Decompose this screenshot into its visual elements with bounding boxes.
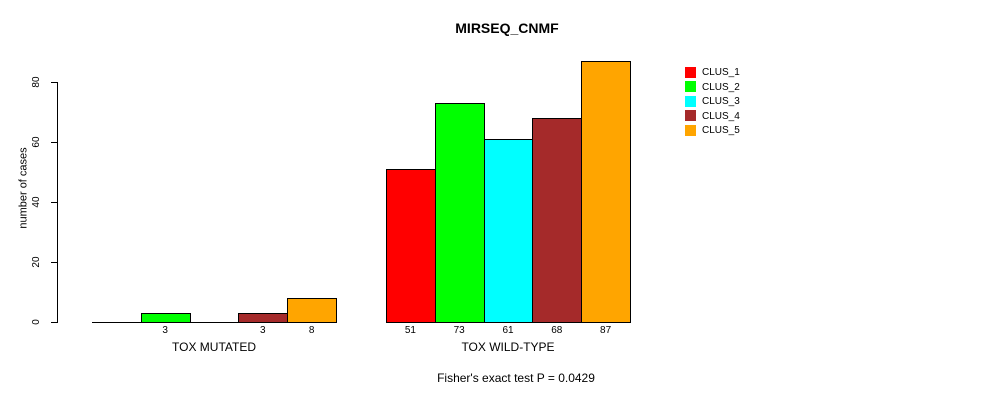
group-label-tox-wild-type: TOX WILD-TYPE — [461, 340, 555, 354]
y-tick-label: 20 — [31, 256, 42, 268]
y-tick-label: 60 — [31, 136, 42, 148]
bar-value-label: 3 — [260, 325, 266, 336]
legend-swatch-clus-2 — [685, 81, 696, 92]
bar-value-label: 51 — [404, 325, 416, 336]
legend-label-clus-5: CLUS_5 — [702, 125, 740, 136]
chart-title: MIRSEQ_CNMF — [455, 20, 559, 36]
bar-tox-mutated-clus-4 — [238, 313, 288, 323]
y-tick-label: 40 — [31, 196, 42, 208]
bar-value-label: 73 — [453, 325, 465, 336]
legend-swatch-clus-5 — [685, 124, 696, 136]
legend-swatch-clus-4 — [685, 110, 696, 121]
y-tick-label: 0 — [31, 319, 42, 325]
y-tick — [51, 82, 57, 83]
y-axis-label: number of cases — [17, 147, 30, 229]
legend-label-clus-4: CLUS_4 — [702, 110, 740, 122]
legend-swatch-clus-3 — [685, 95, 696, 107]
bar-tox-wild-type-clus-5 — [581, 61, 631, 323]
bar-value-label: 8 — [308, 325, 315, 336]
y-tick — [51, 202, 57, 203]
legend-label-clus-2: CLUS_2 — [702, 81, 740, 93]
y-tick — [51, 262, 57, 263]
bar-tox-mutated-clus-1 — [92, 322, 142, 323]
bar-tox-wild-type-clus-2 — [435, 103, 485, 323]
y-tick-label: 80 — [31, 76, 42, 88]
bar-tox-mutated-clus-3 — [190, 322, 239, 323]
bar-value-label: 87 — [600, 325, 612, 336]
fisher-test-annotation: Fisher's exact test P = 0.0429 — [437, 371, 595, 385]
bar-tox-wild-type-clus-1 — [386, 169, 436, 323]
legend-label-clus-1: CLUS_1 — [702, 67, 740, 78]
y-axis-line — [57, 82, 58, 323]
legend-swatch-clus-1 — [685, 66, 696, 78]
group-label-tox-mutated: TOX MUTATED — [172, 340, 256, 354]
bar-value-label: 3 — [162, 325, 168, 336]
legend-label-clus-3: CLUS_3 — [702, 96, 740, 107]
bar-tox-wild-type-clus-3 — [484, 139, 533, 323]
bar-tox-mutated-clus-2 — [141, 313, 191, 323]
bar-tox-mutated-clus-5 — [287, 298, 337, 323]
bar-tox-wild-type-clus-4 — [532, 118, 582, 323]
y-tick — [51, 322, 57, 323]
bar-value-label: 61 — [502, 325, 514, 336]
bar-value-label: 68 — [551, 325, 563, 336]
y-tick — [51, 142, 57, 143]
